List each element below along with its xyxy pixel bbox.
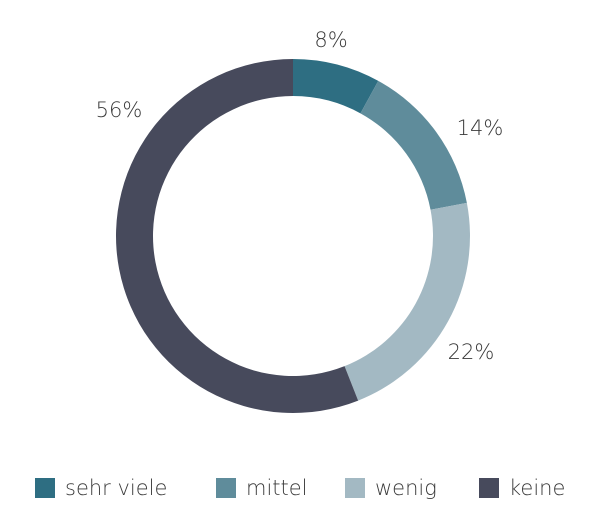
legend-label: keine	[509, 476, 565, 500]
legend-label: sehr viele	[65, 476, 167, 500]
donut-segment	[116, 59, 359, 413]
data-label: 56%	[96, 98, 143, 122]
legend-label: mittel	[246, 476, 308, 500]
data-label: 8%	[314, 28, 347, 52]
data-label: 14%	[457, 116, 504, 140]
legend-swatch	[35, 478, 55, 498]
donut-segment	[344, 202, 470, 401]
legend-swatch	[479, 478, 499, 498]
donut-segment	[293, 59, 379, 114]
legend-swatch	[345, 478, 365, 498]
legend-label: wenig	[375, 476, 437, 500]
data-label: 22%	[448, 340, 495, 364]
legend-swatch	[216, 478, 236, 498]
donut-segment	[360, 80, 467, 210]
